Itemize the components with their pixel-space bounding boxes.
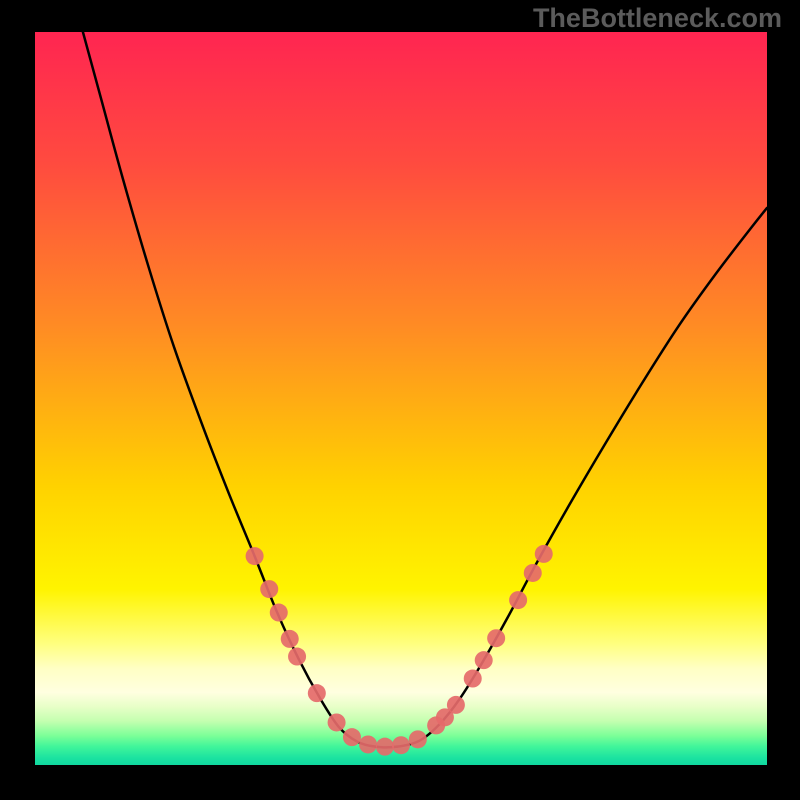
plot-area xyxy=(35,32,767,765)
data-marker xyxy=(447,696,465,714)
data-marker xyxy=(475,651,493,669)
data-marker xyxy=(308,684,326,702)
data-marker xyxy=(328,713,346,731)
plot-svg xyxy=(35,32,767,765)
data-marker xyxy=(270,604,288,622)
data-marker xyxy=(487,629,505,647)
data-marker xyxy=(359,735,377,753)
watermark-text: TheBottleneck.com xyxy=(533,3,782,34)
data-marker xyxy=(392,736,410,754)
chart-stage: TheBottleneck.com xyxy=(0,0,800,800)
data-marker xyxy=(343,728,361,746)
gradient-background xyxy=(35,32,767,765)
data-marker xyxy=(376,738,394,756)
data-marker xyxy=(288,648,306,666)
data-marker xyxy=(509,591,527,609)
data-marker xyxy=(535,545,553,563)
data-marker xyxy=(409,730,427,748)
data-marker xyxy=(260,580,278,598)
data-marker xyxy=(246,547,264,565)
data-marker xyxy=(464,670,482,688)
data-marker xyxy=(524,564,542,582)
data-marker xyxy=(281,630,299,648)
